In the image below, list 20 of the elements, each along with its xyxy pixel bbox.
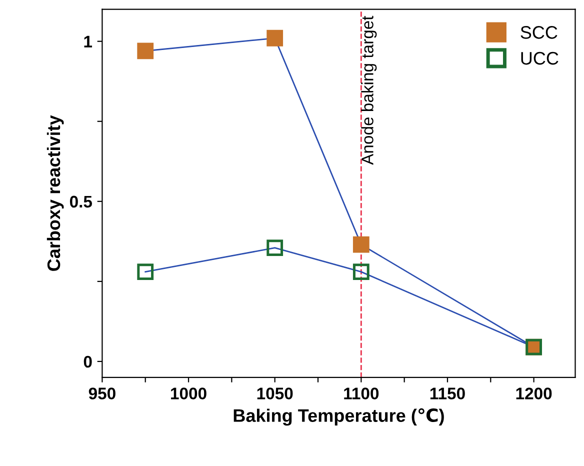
ref-line-label: Anode baking target (361, 16, 377, 165)
y-tick-label: 0 (84, 356, 92, 368)
x-tick-label: 1000 (171, 388, 206, 400)
y-tick-label: 0.5 (70, 196, 92, 208)
point (352, 264, 370, 280)
x-axis-title: Baking Temperature (℃) (234, 408, 444, 426)
point (352, 236, 370, 253)
point (266, 30, 284, 46)
point (137, 42, 154, 60)
x-tick-label: 1150 (430, 388, 465, 400)
x-tick-label: 1200 (516, 388, 552, 400)
legend-label: SCC (520, 26, 558, 39)
x-tick-label: 950 (88, 388, 116, 400)
legend-label: UCC (521, 52, 558, 65)
y-axis-title: Carboxy reactivity (46, 115, 64, 271)
y-tick-label: 1 (84, 36, 92, 48)
point (266, 240, 284, 256)
x-tick-label: 1050 (257, 388, 293, 400)
x-tick-label: 1100 (344, 388, 379, 400)
point (137, 264, 154, 280)
